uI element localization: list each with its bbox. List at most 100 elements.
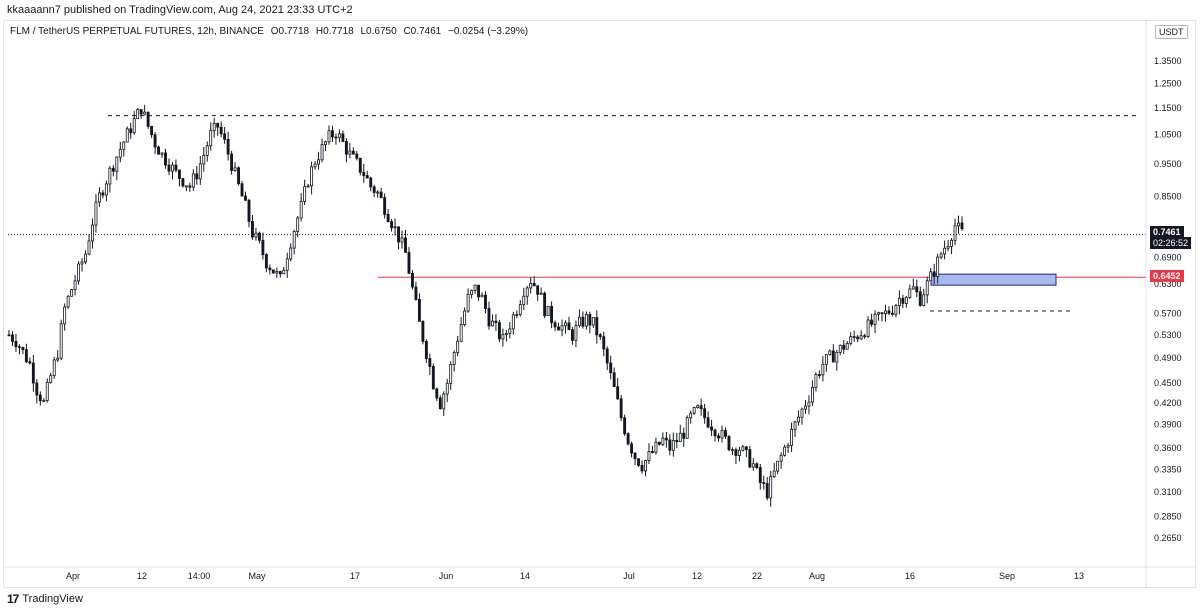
candle-up xyxy=(772,470,776,477)
y-tick-label: 0.2650 xyxy=(1154,533,1182,543)
candle-down xyxy=(11,334,14,342)
candle-up xyxy=(473,284,477,291)
y-tick-label: 1.0500 xyxy=(1154,130,1182,140)
candle-up xyxy=(52,359,56,377)
candle-up xyxy=(769,476,773,499)
x-tick-label: Aug xyxy=(809,571,825,581)
candle-up xyxy=(511,314,515,330)
candle-down xyxy=(724,429,727,437)
demand-zone-rect[interactable] xyxy=(930,273,1057,286)
candle-up xyxy=(807,401,811,407)
candle-down xyxy=(744,446,748,450)
candle-down xyxy=(244,195,247,201)
candle-up xyxy=(480,294,484,298)
candle-up xyxy=(508,328,512,334)
candle-down xyxy=(633,452,637,460)
candle-up xyxy=(84,253,87,263)
candle-up xyxy=(654,441,658,453)
candle-down xyxy=(727,435,731,451)
candle-down xyxy=(129,128,133,134)
x-tick-label: 17 xyxy=(350,571,360,581)
candle-down xyxy=(536,285,540,295)
candle-down xyxy=(831,350,835,363)
candle-down xyxy=(619,398,623,419)
legend-low: L0.6750 xyxy=(360,26,397,37)
candle-up xyxy=(793,421,797,430)
candle-down xyxy=(411,272,414,288)
candle-up xyxy=(797,416,800,423)
candle-up xyxy=(49,375,53,383)
candle-down xyxy=(397,226,400,243)
x-tick-label: 12 xyxy=(692,571,702,581)
candle-up xyxy=(678,432,682,443)
symbol-legend[interactable]: FLM / TetherUS PERPETUAL FUTURES, 12h, B… xyxy=(10,26,532,37)
candle-down xyxy=(842,344,846,350)
candle-up xyxy=(320,144,324,161)
chart-frame[interactable] xyxy=(3,20,1196,588)
candle-up xyxy=(191,173,195,188)
candle-down xyxy=(264,254,268,269)
candle-down xyxy=(438,397,442,410)
candle-up xyxy=(45,381,49,401)
candle-down xyxy=(421,320,425,342)
x-tick-label: Jul xyxy=(623,571,635,581)
candle-down xyxy=(251,221,254,238)
level-price-label: 0.6452 xyxy=(1150,270,1184,282)
candle-up xyxy=(661,437,665,445)
candle-up xyxy=(282,269,286,275)
y-tick-label: 1.3500 xyxy=(1154,56,1182,66)
candle-down xyxy=(216,122,220,128)
candle-down xyxy=(890,312,894,315)
candle-down xyxy=(188,185,192,188)
footer-branding[interactable]: 17 TradingView xyxy=(7,592,83,606)
candle-down xyxy=(344,141,348,155)
candle-up xyxy=(835,351,839,363)
candle-down xyxy=(38,394,42,402)
candle-up xyxy=(205,145,209,156)
candle-down xyxy=(550,305,554,324)
candle-down xyxy=(487,308,491,327)
x-tick-label: 16 xyxy=(905,571,915,581)
candle-down xyxy=(713,429,717,437)
candle-up xyxy=(824,354,828,365)
candle-up xyxy=(296,217,300,232)
candle-down xyxy=(404,237,407,253)
candle-up xyxy=(828,350,832,355)
candle-up xyxy=(337,133,341,138)
currency-button[interactable]: USDT xyxy=(1155,25,1188,39)
candle-down xyxy=(887,310,891,314)
candle-down xyxy=(484,294,487,309)
candle-down xyxy=(157,146,161,155)
candle-up xyxy=(132,118,136,134)
candle-up xyxy=(160,152,164,155)
candle-down xyxy=(28,361,32,364)
y-tick-label: 0.2850 xyxy=(1154,512,1182,522)
candle-up xyxy=(800,408,804,418)
candle-down xyxy=(237,167,240,185)
candle-down xyxy=(553,322,557,328)
candle-up xyxy=(456,340,460,353)
candle-up xyxy=(584,314,588,327)
candle-down xyxy=(748,449,752,468)
candle-up xyxy=(866,319,870,337)
candle-up xyxy=(849,336,853,344)
candle-down xyxy=(226,139,230,155)
candle-up xyxy=(929,271,933,282)
candle-up xyxy=(466,294,470,312)
candle-down xyxy=(595,317,599,336)
candle-down xyxy=(532,283,536,287)
candle-down xyxy=(167,164,171,172)
candle-up xyxy=(198,163,202,180)
candle-down xyxy=(543,292,547,316)
candle-up xyxy=(63,306,67,325)
candle-down xyxy=(365,175,369,179)
candle-up xyxy=(518,304,522,315)
legend-symbol: FLM / TetherUS PERPETUAL FUTURES, 12h, B… xyxy=(10,26,264,37)
candle-down xyxy=(657,441,661,445)
candle-up xyxy=(810,387,814,403)
x-axis-ticks: Apr 12 14:00 May 17 Jun 14 Jul 12 22 Aug 16 Sep 13 xyxy=(66,571,1084,581)
candle-up xyxy=(925,280,929,296)
y-tick-label: 0.4500 xyxy=(1154,378,1182,388)
candle-down xyxy=(153,134,157,148)
